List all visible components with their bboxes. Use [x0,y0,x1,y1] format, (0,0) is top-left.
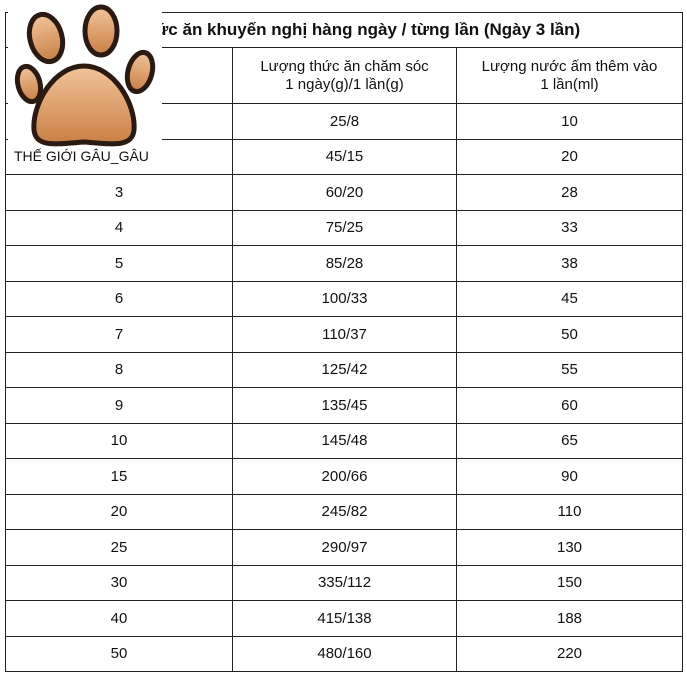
table-row: 50 480/160 220 [5,635,684,672]
weight-cell: 40 [5,600,233,637]
food-cell: 335/112 [232,564,457,601]
table-row: 8 125/42 55 [5,351,684,388]
food-cell: 145/48 [232,422,457,459]
water-cell: 50 [455,316,684,353]
water-cell: 33 [455,209,684,246]
water-cell: 10 [455,103,684,140]
table-row: 30 335/112 150 [5,564,684,601]
food-cell: 125/42 [232,351,457,388]
water-cell: 60 [455,387,684,424]
table-row: 20 245/82 110 [5,493,684,530]
food-cell: 480/160 [232,635,457,672]
food-cell: 110/37 [232,316,457,353]
weight-cell: 8 [5,351,233,388]
header-water-amount: Lượng nước ấm thêm vào 1 lần(ml) [455,47,684,104]
weight-cell: 25 [5,529,233,566]
water-cell: 188 [455,600,684,637]
water-cell: 130 [455,529,684,566]
feeding-table: ức ăn khuyến nghị hàng ngày / từng lần (… [4,12,684,672]
food-cell: 245/82 [232,493,457,530]
water-cell: 90 [455,458,684,495]
table-row: 25 290/97 130 [5,529,684,566]
food-cell: 45/15 [232,138,457,175]
weight-cell: 50 [5,635,233,672]
table-row: 40 415/138 188 [5,600,684,637]
water-cell: 150 [455,564,684,601]
logo: THẾ GIỚI GÂU_GÂU [8,0,162,172]
food-cell: 200/66 [232,458,457,495]
weight-cell: 4 [5,209,233,246]
water-cell: 38 [455,245,684,282]
food-cell: 415/138 [232,600,457,637]
food-cell: 290/97 [232,529,457,566]
table-row: 7 110/37 50 [5,316,684,353]
weight-cell: 20 [5,493,233,530]
header-food-amount: Lượng thức ăn chăm sóc 1 ngày(g)/1 lần(g) [232,47,457,104]
weight-cell: 3 [5,174,233,211]
table-row: 5 85/28 38 [5,245,684,282]
table-row: 15 200/66 90 [5,458,684,495]
weight-cell: 15 [5,458,233,495]
table-row: 6 100/33 45 [5,280,684,317]
water-cell: 28 [455,174,684,211]
water-cell: 45 [455,280,684,317]
table-row: 9 135/45 60 [5,387,684,424]
table-row: 4 75/25 33 [5,209,684,246]
water-cell: 55 [455,351,684,388]
weight-cell: 10 [5,422,233,459]
weight-cell: 6 [5,280,233,317]
food-cell: 100/33 [232,280,457,317]
water-cell: 110 [455,493,684,530]
water-cell: 220 [455,635,684,672]
weight-cell: 30 [5,564,233,601]
water-cell: 20 [455,138,684,175]
table-row: 3 60/20 28 [5,174,684,211]
weight-cell: 9 [5,387,233,424]
food-cell: 25/8 [232,103,457,140]
logo-text: THẾ GIỚI GÂU_GÂU [14,148,149,164]
paw-icon [14,4,156,147]
weight-cell: 7 [5,316,233,353]
food-cell: 60/20 [232,174,457,211]
table-row: 10 145/48 65 [5,422,684,459]
water-cell: 65 [455,422,684,459]
food-cell: 135/45 [232,387,457,424]
food-cell: 85/28 [232,245,457,282]
food-cell: 75/25 [232,209,457,246]
weight-cell: 5 [5,245,233,282]
